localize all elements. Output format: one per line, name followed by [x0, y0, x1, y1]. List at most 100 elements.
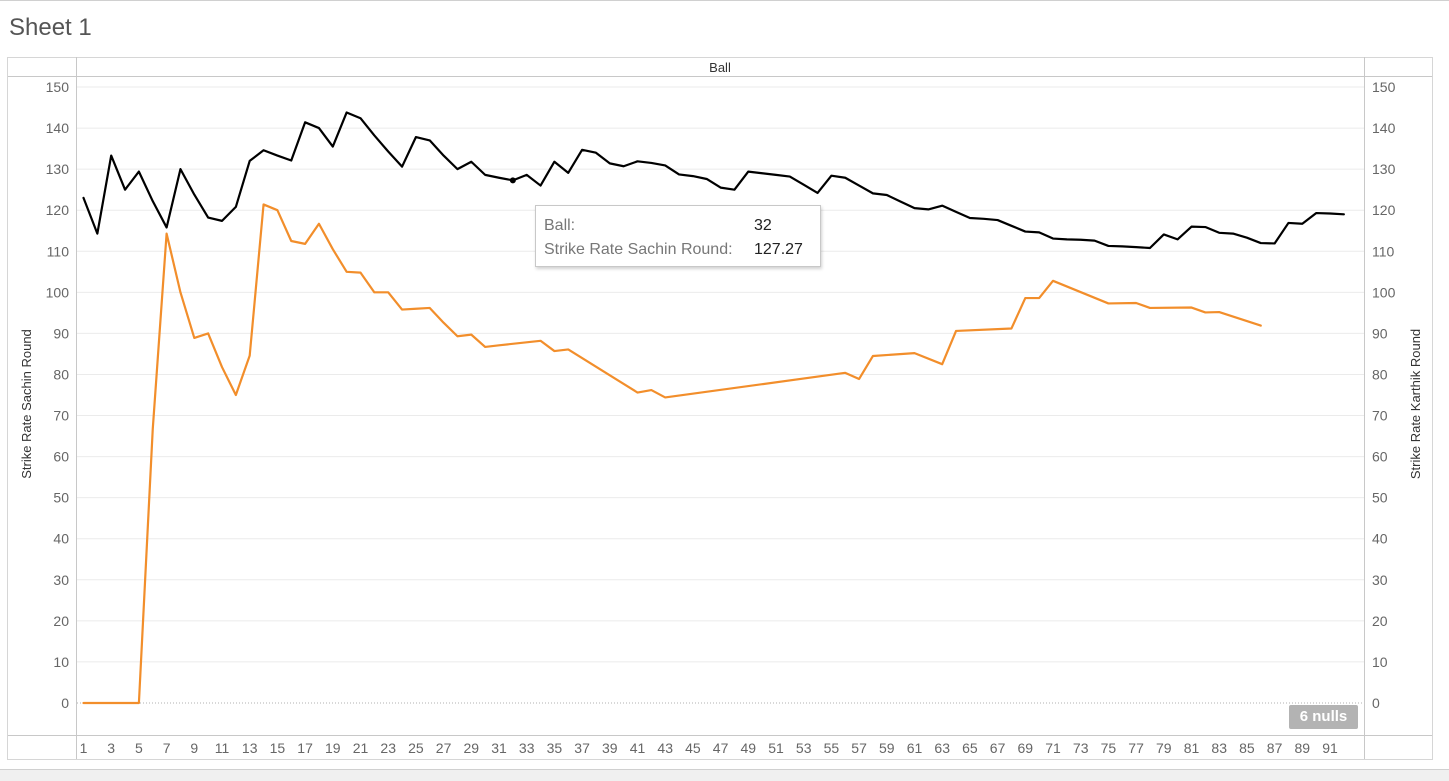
x-tick-label: 59	[879, 740, 895, 756]
x-tick-label: 17	[297, 740, 313, 756]
y-left-tick-label: 90	[53, 325, 69, 341]
series-lines[interactable]	[82, 111, 1345, 705]
x-tick-label: 63	[934, 740, 950, 756]
y-left-tick-label: 10	[53, 654, 69, 670]
x-tick-label: 83	[1211, 740, 1227, 756]
gridlines	[77, 86, 1364, 663]
y-right-tick-label: 130	[1372, 161, 1396, 177]
x-tick-label: 75	[1101, 740, 1117, 756]
y-left-tick-label: 40	[53, 531, 69, 547]
x-tick-label: 89	[1295, 740, 1311, 756]
y-right-tick-label: 50	[1372, 490, 1388, 506]
y-left-tick-label: 50	[53, 490, 69, 506]
y-left-tick-label: 70	[53, 408, 69, 424]
y-right-tick-label: 110	[1372, 243, 1395, 259]
x-tick-label: 49	[741, 740, 757, 756]
tooltip-sr-value: 127.27	[754, 241, 803, 258]
y-axis-right-ticks: 0 10 20 30 40 50 60 70 80 90 100 110 120 130 140 150	[1372, 79, 1396, 711]
y-right-tick-label: 0	[1372, 695, 1380, 711]
x-tick-label: 15	[270, 740, 286, 756]
x-tick-label: 47	[713, 740, 729, 756]
highlight-point	[509, 177, 516, 184]
y-left-tick-label: 120	[46, 202, 70, 218]
y-left-tick-label: 20	[53, 613, 69, 629]
y-right-tick-label: 140	[1372, 120, 1396, 136]
x-axis-ticks: 1 3 5 7 9 11 13 15 17 19 21 23 25 27 29 31 33 35 37 39 41 43 4…	[80, 740, 1338, 756]
x-tick-label: 73	[1073, 740, 1089, 756]
x-tick-label: 87	[1267, 740, 1283, 756]
x-tick-label: 51	[768, 740, 784, 756]
tooltip-ball-value: 32	[754, 217, 772, 234]
y-right-tick-label: 120	[1372, 202, 1396, 218]
x-tick-label: 11	[215, 740, 230, 756]
x-tick-label: 57	[851, 740, 867, 756]
y-left-tick-label: 130	[46, 161, 70, 177]
y-left-tick-label: 100	[46, 284, 70, 300]
window-bottom-bar	[0, 769, 1449, 781]
x-tick-label: 29	[464, 740, 480, 756]
x-tick-label: 9	[190, 740, 198, 756]
highlight-marker	[509, 177, 516, 184]
x-tick-label: 85	[1239, 740, 1255, 756]
y-left-tick-label: 150	[46, 79, 70, 95]
x-tick-label: 13	[242, 740, 258, 756]
x-tick-label: 7	[163, 740, 171, 756]
y-right-tick-label: 20	[1372, 613, 1388, 629]
x-tick-label: 3	[107, 740, 115, 756]
x-tick-label: 67	[990, 740, 1006, 756]
nulls-indicator-badge[interactable]: 6 nulls	[1289, 705, 1358, 729]
x-tick-label: 61	[907, 740, 923, 756]
y-left-tick-label: 0	[61, 695, 69, 711]
x-tick-label: 21	[353, 740, 369, 756]
y-right-tick-label: 30	[1372, 572, 1388, 588]
x-tick-label: 45	[685, 740, 701, 756]
y-right-tick-label: 40	[1372, 531, 1388, 547]
x-tick-label: 53	[796, 740, 812, 756]
y-left-tick-label: 30	[53, 572, 69, 588]
y-right-tick-label: 10	[1372, 654, 1388, 670]
x-tick-label: 37	[574, 740, 590, 756]
x-axis-title: Ball	[709, 60, 731, 75]
x-tick-label: 91	[1322, 740, 1338, 756]
series-line-karthik[interactable]	[82, 203, 1262, 705]
x-tick-label: 55	[824, 740, 840, 756]
y-right-tick-label: 150	[1372, 79, 1396, 95]
x-tick-label: 1	[80, 740, 88, 756]
x-tick-label: 25	[408, 740, 424, 756]
tooltip-ball-label: Ball:	[544, 217, 576, 234]
x-tick-label: 43	[657, 740, 673, 756]
y-left-tick-label: 80	[53, 366, 69, 382]
tooltip: Ball: 32 Strike Rate Sachin Round: 127.2…	[535, 205, 821, 267]
y-right-tick-label: 80	[1372, 366, 1388, 382]
y-left-tick-label: 110	[47, 243, 70, 259]
x-tick-label: 81	[1184, 740, 1200, 756]
y-left-tick-label: 60	[53, 449, 69, 465]
x-tick-label: 39	[602, 740, 618, 756]
x-tick-label: 79	[1156, 740, 1172, 756]
x-tick-label: 23	[380, 740, 396, 756]
x-tick-label: 41	[630, 740, 646, 756]
x-tick-label: 69	[1018, 740, 1034, 756]
x-tick-label: 35	[547, 740, 563, 756]
y-left-tick-label: 140	[46, 120, 70, 136]
x-tick-label: 27	[436, 740, 452, 756]
y-axis-title-right: Strike Rate Karthik Round	[1408, 329, 1423, 479]
y-axis-title-left: Strike Rate Sachin Round	[19, 329, 34, 479]
x-tick-label: 5	[135, 740, 143, 756]
x-tick-label: 19	[325, 740, 341, 756]
x-tick-label: 77	[1128, 740, 1144, 756]
y-right-tick-label: 100	[1372, 284, 1396, 300]
x-tick-label: 33	[519, 740, 535, 756]
y-right-tick-label: 70	[1372, 408, 1388, 424]
window-top-border	[0, 0, 1449, 1]
series-line-sachin[interactable]	[82, 111, 1345, 250]
y-right-tick-label: 90	[1372, 325, 1388, 341]
sheet-title: Sheet 1	[9, 14, 92, 41]
x-tick-label: 71	[1045, 740, 1061, 756]
y-axis-left-ticks: 0 10 20 30 40 50 60 70 80 90 100 110 120 130 140 150	[46, 79, 70, 711]
tooltip-sr-label: Strike Rate Sachin Round:	[544, 241, 733, 258]
x-tick-label: 31	[491, 740, 507, 756]
y-right-tick-label: 60	[1372, 449, 1388, 465]
x-tick-label: 65	[962, 740, 978, 756]
